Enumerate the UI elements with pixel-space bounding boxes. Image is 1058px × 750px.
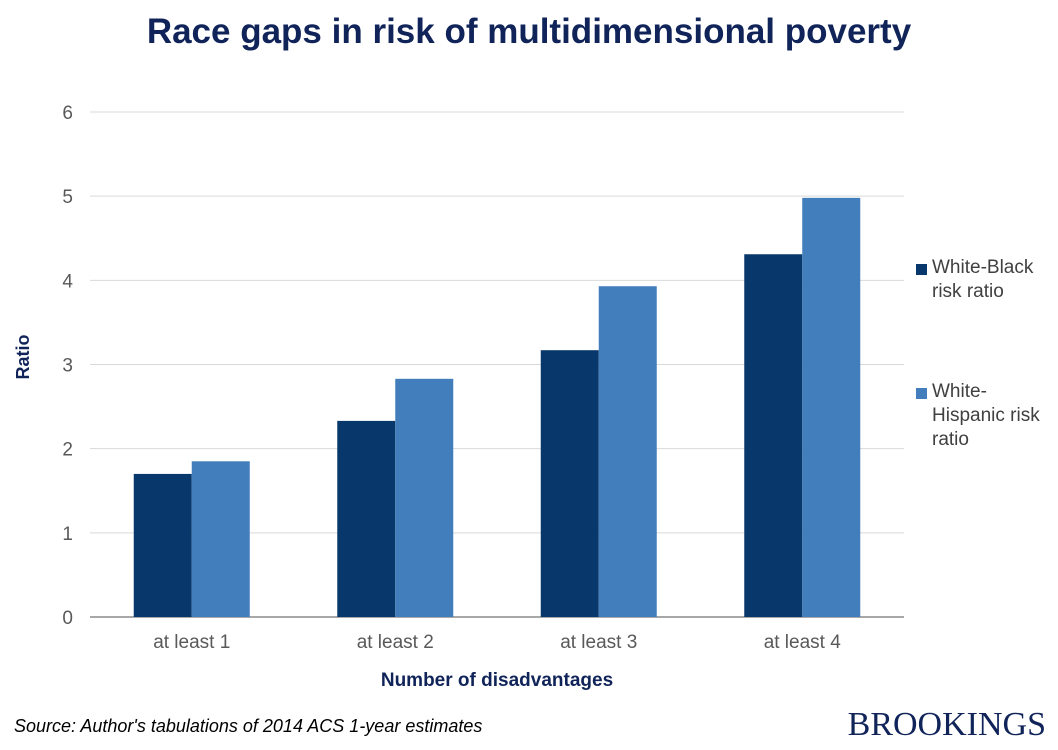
bar-white-black [540,350,599,617]
x-tick-label: at least 4 [764,632,842,653]
y-tick-label: 1 [62,524,73,545]
y-tick-labels: 0 1 2 3 4 5 6 [62,103,73,629]
x-tick-label: at least 3 [560,632,637,653]
bar-white-hispanic [802,197,861,617]
bars [133,197,861,617]
x-axis-label: Number of disadvantages [380,670,614,691]
bar-white-hispanic [598,286,657,617]
bar-white-black [744,254,803,617]
source-note: Source: Author's tabulations of 2014 ACS… [14,716,483,736]
y-tick-label: 3 [62,356,73,377]
y-tick-label: 5 [62,187,73,208]
brookings-logo: BROOKINGS [847,706,1046,743]
bar-white-black [337,420,396,617]
bar-white-hispanic [395,378,454,617]
bar-white-black [133,473,192,617]
y-axis-label: Ratio [12,334,33,380]
y-tick-label: 6 [62,103,73,124]
y-tick-label: 4 [62,271,73,292]
legend-label-white-hispanic: White- Hispanic risk ratio [932,381,1040,450]
bar-white-hispanic [191,461,250,617]
x-tick-label: at least 1 [153,632,230,653]
legend-swatch-white-hispanic [916,388,927,399]
legend-label-white-black: White-Black risk ratio [932,257,1034,302]
x-tick-labels: at least 1 at least 2 at least 3 at least 4 [153,632,841,653]
y-tick-label: 2 [62,440,73,461]
x-tick-label: at least 2 [357,632,434,653]
legend-swatch-white-black [916,264,927,275]
y-tick-label: 0 [62,608,73,629]
chart-title: Race gaps in risk of multidimensional po… [146,12,912,51]
